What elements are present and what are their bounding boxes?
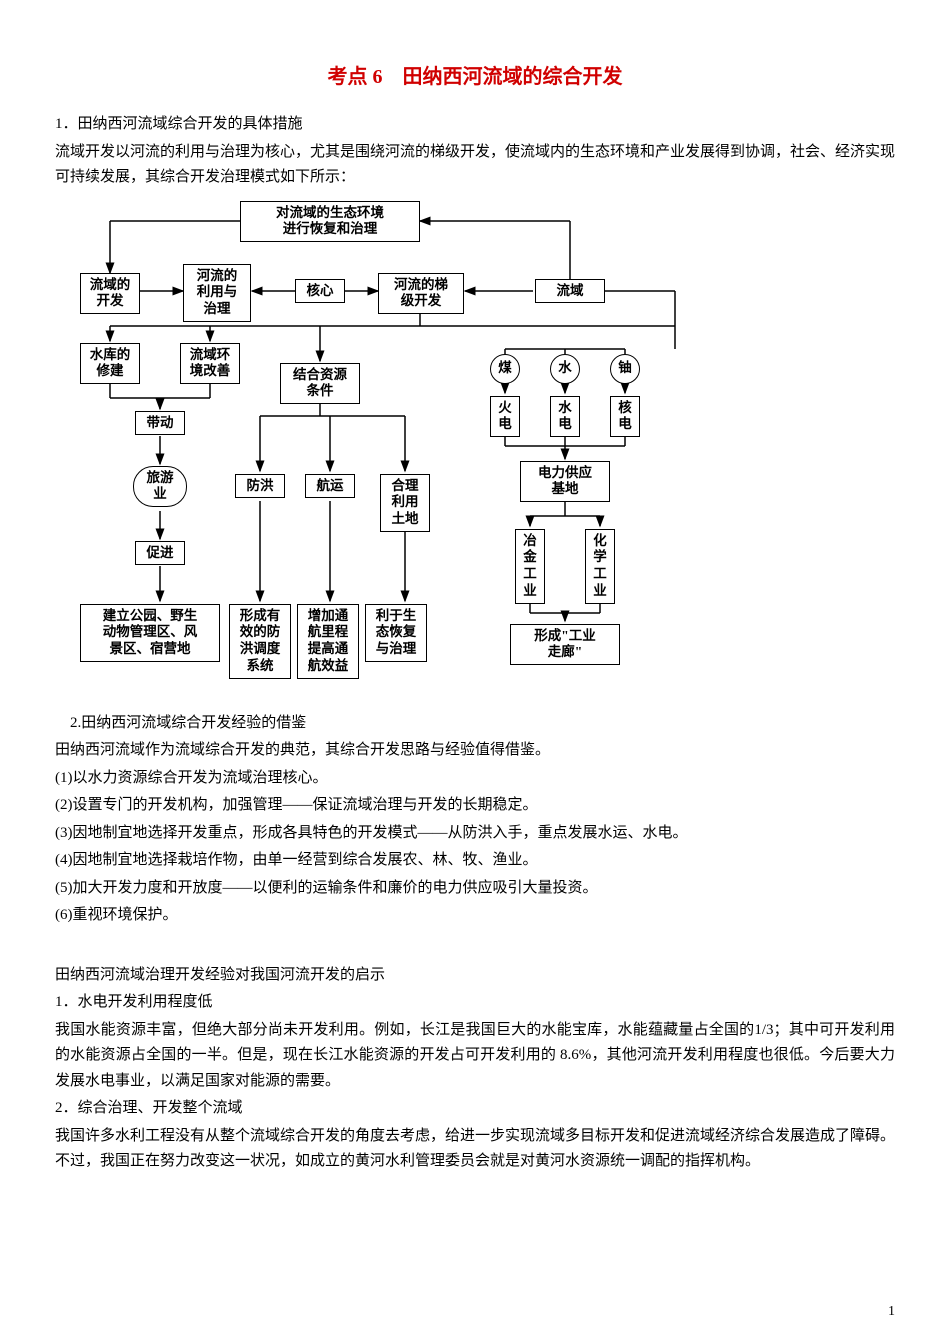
node-shui: 水	[550, 354, 580, 384]
section3-heading: 田纳西河流域治理开发经验对我国河流开发的启示	[55, 963, 895, 989]
node-huodian: 火电	[490, 396, 520, 438]
node-shuiku: 水库的修建	[80, 343, 140, 385]
node-mei: 煤	[490, 354, 520, 384]
point-3: (3)因地制宜地选择开发重点，形成各具特色的开发模式——从防洪入手，重点发展水运…	[55, 821, 895, 847]
node-shuidian: 水电	[550, 396, 580, 438]
page-title: 考点 6 田纳西河流域的综合开发	[55, 60, 895, 94]
node-jiehe: 结合资源条件	[280, 363, 360, 405]
point-6: (6)重视环境保护。	[55, 903, 895, 929]
sub1-body: 我国水能资源丰富，但绝大部分尚未开发利用。例如，长江是我国巨大的水能宝库，水能蕴…	[55, 1018, 895, 1095]
node-lvyou: 旅游业	[133, 466, 187, 508]
node-heli: 合理利用土地	[380, 474, 430, 533]
node-gongyuan: 建立公园、野生动物管理区、风景区、宿营地	[80, 604, 220, 663]
section2-heading: 2.田纳西河流域综合开发经验的借鉴	[55, 711, 895, 737]
node-liyu: 利于生态恢复与治理	[365, 604, 427, 663]
section1-heading: 1．田纳西河流域综合开发的具体措施	[55, 112, 895, 138]
node-cujin: 促进	[135, 541, 185, 566]
node-zoulang: 形成"工业走廊"	[510, 624, 620, 666]
point-1: (1)以水力资源综合开发为流域治理核心。	[55, 766, 895, 792]
node-huaxue: 化学工业	[585, 529, 615, 605]
node-kaifa: 流域的开发	[80, 273, 140, 315]
flowchart-diagram: 对流域的生态环境进行恢复和治理 流域的开发 河流的利用与治理 核心 河流的梯级开…	[65, 201, 705, 691]
point-4: (4)因地制宜地选择栽培作物，由单一经营到综合发展农、林、牧、渔业。	[55, 848, 895, 874]
section1-intro: 流域开发以河流的利用与治理为核心，尤其是围绕河流的梯级开发，使流域内的生态环境和…	[55, 140, 895, 191]
node-hedian: 核电	[610, 396, 640, 438]
node-top: 对流域的生态环境进行恢复和治理	[240, 201, 420, 243]
node-liyong: 河流的利用与治理	[183, 264, 251, 323]
node-liuyu: 流域	[535, 279, 605, 304]
point-2: (2)设置专门的开发机构，加强管理——保证流域治理与开发的长期稳定。	[55, 793, 895, 819]
node-tiji: 河流的梯级开发	[378, 273, 464, 315]
node-dianli: 电力供应基地	[520, 461, 610, 503]
point-5: (5)加大开发力度和开放度——以便利的运输条件和廉价的电力供应吸引大量投资。	[55, 876, 895, 902]
node-fanghong: 防洪	[235, 474, 285, 499]
node-huanjing: 流域环境改善	[180, 343, 240, 385]
page-number: 1	[888, 1300, 895, 1324]
node-yejin: 冶金工业	[515, 529, 545, 605]
sub1-heading: 1．水电开发利用程度低	[55, 990, 895, 1016]
node-you: 铀	[610, 354, 640, 384]
node-zengjia: 增加通航里程提高通航效益	[297, 604, 359, 680]
sub2-body: 我国许多水利工程没有从整个流域综合开发的角度去考虑，给进一步实现流域多目标开发和…	[55, 1124, 895, 1175]
node-hexin: 核心	[295, 279, 345, 304]
sub2-heading: 2．综合治理、开发整个流域	[55, 1096, 895, 1122]
section2-intro: 田纳西河流域作为流域综合开发的典范，其综合开发思路与经验值得借鉴。	[55, 738, 895, 764]
node-hangyun: 航运	[305, 474, 355, 499]
node-daidong: 带动	[135, 411, 185, 436]
node-xingcheng1: 形成有效的防洪调度系统	[229, 604, 291, 680]
